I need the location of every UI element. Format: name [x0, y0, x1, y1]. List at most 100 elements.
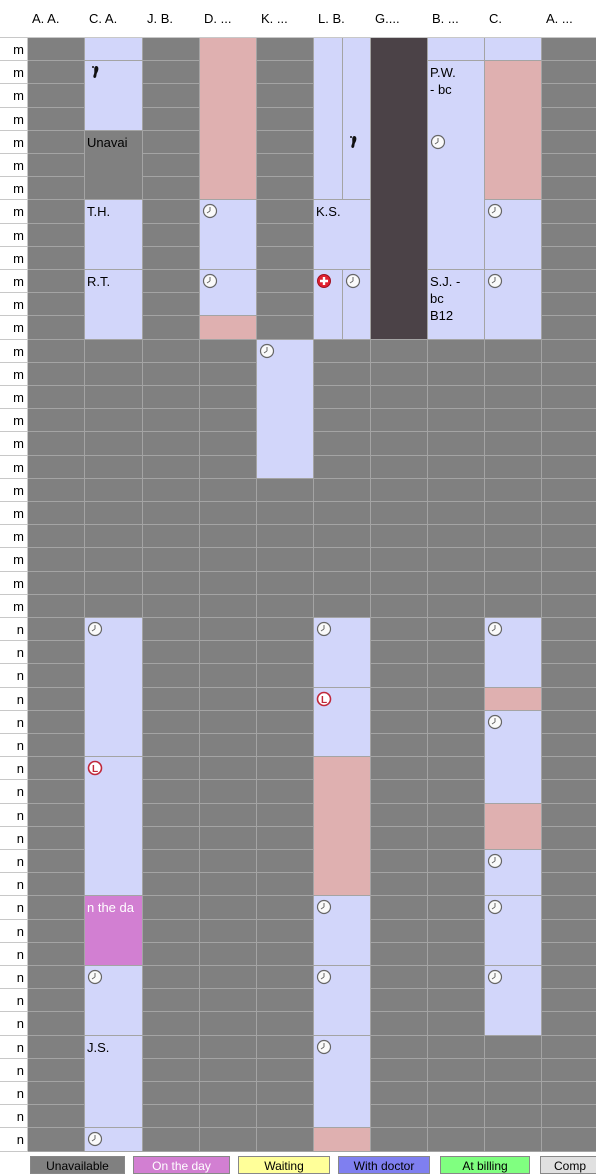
appointment[interactable]: J.S. — [85, 1035, 143, 1129]
appointment[interactable] — [485, 200, 542, 270]
slot[interactable] — [257, 710, 314, 734]
slot[interactable] — [428, 1035, 485, 1059]
slot[interactable] — [371, 873, 428, 897]
slot[interactable] — [371, 594, 428, 618]
appointment[interactable]: L — [314, 687, 371, 758]
slot[interactable] — [28, 803, 85, 827]
slot[interactable] — [257, 989, 314, 1013]
slot[interactable] — [428, 339, 485, 363]
slot[interactable] — [28, 687, 85, 711]
slot[interactable] — [542, 502, 596, 526]
slot[interactable] — [257, 687, 314, 711]
slot[interactable] — [143, 1012, 200, 1036]
slot[interactable] — [428, 803, 485, 827]
slot[interactable] — [200, 873, 257, 897]
slot[interactable] — [542, 432, 596, 456]
column-header[interactable]: D. ... — [204, 11, 232, 26]
slot[interactable] — [143, 38, 200, 62]
appointment[interactable] — [485, 687, 542, 711]
slot[interactable] — [485, 432, 542, 456]
slot[interactable] — [542, 61, 596, 85]
slot[interactable] — [257, 154, 314, 178]
slot[interactable] — [257, 1105, 314, 1129]
slot[interactable] — [143, 1128, 200, 1152]
slot[interactable] — [542, 803, 596, 827]
slot[interactable] — [200, 826, 257, 850]
slot[interactable] — [28, 942, 85, 966]
slot[interactable] — [371, 687, 428, 711]
slot[interactable] — [28, 664, 85, 688]
slot[interactable] — [85, 571, 143, 595]
slot[interactable] — [200, 525, 257, 549]
slot[interactable] — [257, 316, 314, 340]
slot[interactable] — [257, 177, 314, 201]
slot[interactable] — [28, 1058, 85, 1082]
appointment[interactable] — [257, 339, 314, 479]
appointment[interactable]: T.H. — [85, 200, 143, 270]
slot[interactable] — [542, 409, 596, 433]
slot[interactable] — [257, 270, 314, 294]
slot[interactable] — [542, 130, 596, 154]
slot[interactable] — [371, 757, 428, 781]
slot[interactable] — [428, 1058, 485, 1082]
slot[interactable] — [485, 1105, 542, 1129]
slot[interactable] — [371, 803, 428, 827]
slot[interactable] — [485, 502, 542, 526]
slot[interactable] — [28, 1082, 85, 1106]
slot[interactable] — [371, 896, 428, 920]
appointment[interactable] — [85, 966, 143, 1036]
slot[interactable] — [200, 502, 257, 526]
slot[interactable] — [200, 641, 257, 665]
slot[interactable] — [143, 734, 200, 758]
appointment[interactable] — [485, 618, 542, 688]
slot[interactable] — [428, 989, 485, 1013]
slot[interactable] — [200, 1058, 257, 1082]
slot[interactable] — [542, 710, 596, 734]
slot[interactable] — [257, 200, 314, 224]
slot[interactable] — [428, 710, 485, 734]
slot[interactable] — [200, 594, 257, 618]
slot[interactable] — [85, 548, 143, 572]
legend-item[interactable]: At billing — [440, 1156, 530, 1174]
slot[interactable] — [143, 177, 200, 201]
slot[interactable] — [371, 386, 428, 410]
slot[interactable] — [28, 710, 85, 734]
slot[interactable] — [28, 154, 85, 178]
slot[interactable] — [542, 316, 596, 340]
slot[interactable] — [143, 826, 200, 850]
slot[interactable] — [428, 409, 485, 433]
slot[interactable] — [428, 1128, 485, 1152]
slot[interactable] — [143, 966, 200, 990]
slot[interactable] — [314, 409, 371, 433]
appointment[interactable] — [485, 850, 542, 897]
slot[interactable] — [542, 641, 596, 665]
slot[interactable] — [371, 409, 428, 433]
slot[interactable] — [485, 1058, 542, 1082]
slot[interactable] — [257, 664, 314, 688]
slot[interactable] — [143, 386, 200, 410]
slot[interactable] — [371, 1058, 428, 1082]
slot[interactable] — [542, 618, 596, 642]
slot[interactable] — [143, 664, 200, 688]
slot[interactable] — [314, 386, 371, 410]
slot[interactable] — [257, 873, 314, 897]
slot[interactable] — [85, 594, 143, 618]
slot[interactable] — [314, 525, 371, 549]
appointment[interactable] — [485, 710, 542, 804]
slot[interactable] — [428, 826, 485, 850]
slot[interactable] — [143, 61, 200, 85]
slot[interactable] — [428, 873, 485, 897]
slot[interactable] — [428, 896, 485, 920]
appointment[interactable] — [371, 38, 428, 340]
slot[interactable] — [143, 223, 200, 247]
slot[interactable] — [200, 409, 257, 433]
slot[interactable] — [428, 919, 485, 943]
slot[interactable] — [542, 850, 596, 874]
appointment[interactable] — [85, 61, 143, 131]
column-header[interactable]: C. A. — [89, 11, 118, 26]
slot[interactable] — [371, 1128, 428, 1152]
slot[interactable] — [28, 478, 85, 502]
appointment[interactable]: R.T. — [85, 270, 143, 340]
slot[interactable] — [542, 270, 596, 294]
slot[interactable] — [371, 989, 428, 1013]
